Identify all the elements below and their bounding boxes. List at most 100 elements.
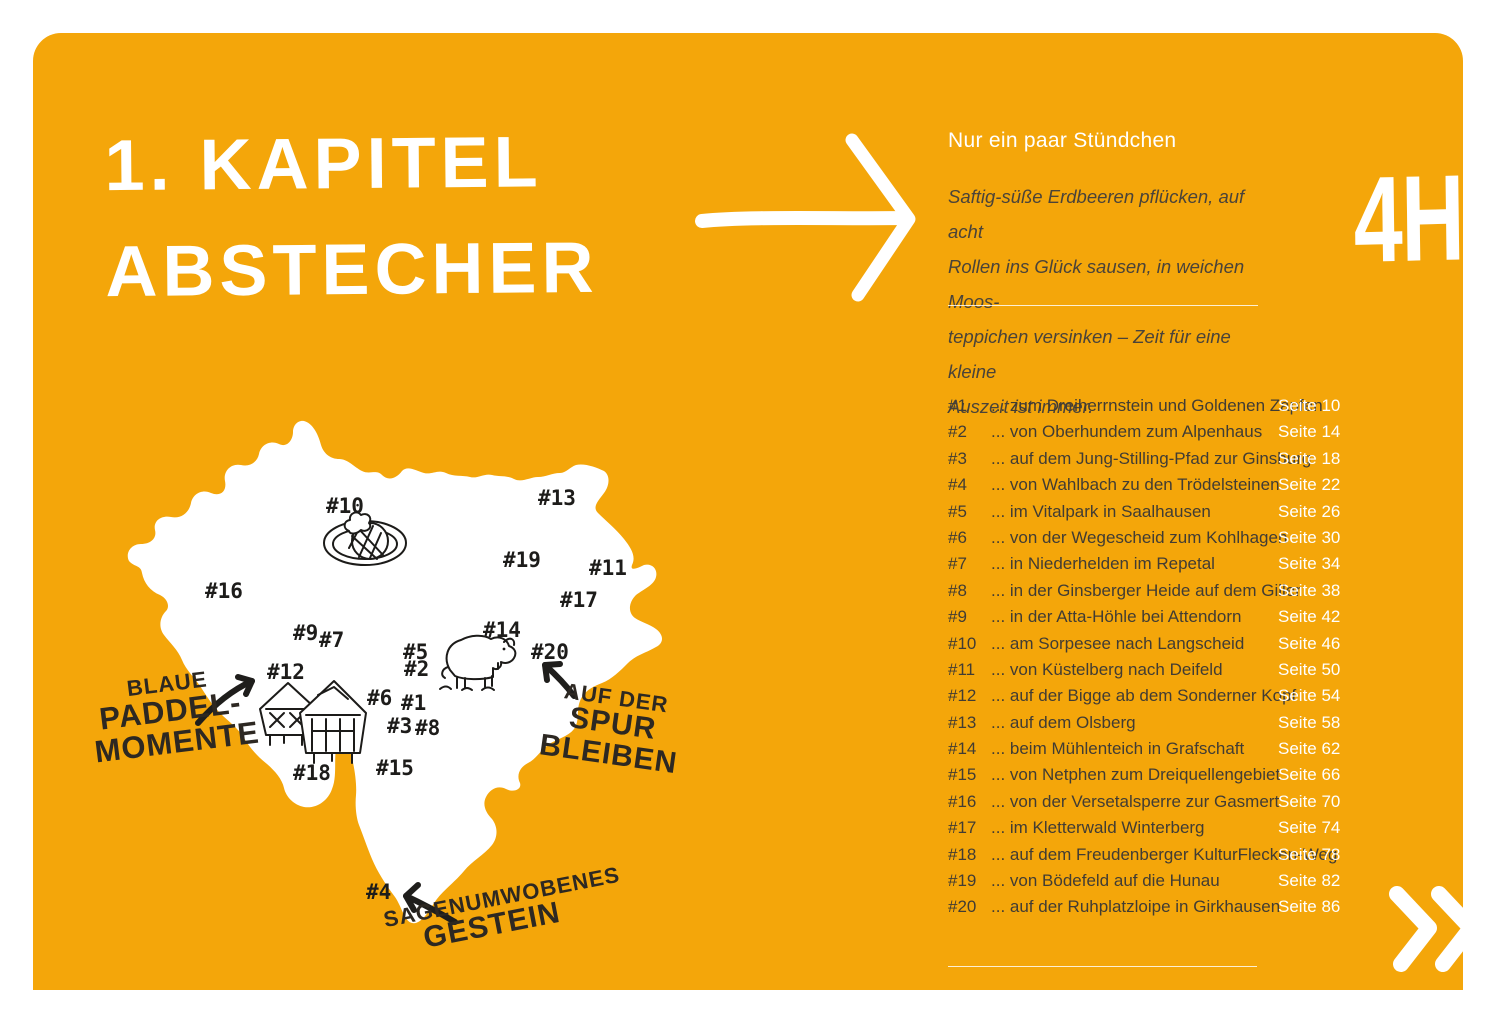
toc-number: #4 xyxy=(948,475,967,495)
toc-number: #18 xyxy=(948,844,977,864)
toc-page: Seite 74 xyxy=(1278,818,1341,838)
title-line-1: 1. KAPITEL xyxy=(104,122,543,207)
map-marker: #14 xyxy=(483,618,521,642)
map-marker: #7 xyxy=(319,628,344,652)
toc-row[interactable]: #6 ... von der Wegescheid zum Kohlhagen … xyxy=(948,525,1348,551)
divider-top xyxy=(948,305,1258,306)
annotation-arrow-paddel xyxy=(195,674,255,726)
toc-title: ... in Niederhelden im Repetal xyxy=(991,554,1215,574)
toc-page: Seite 22 xyxy=(1278,475,1341,495)
toc-title: ... beim Mühlenteich in Grafschaft xyxy=(991,739,1245,759)
toc-title: ... auf dem Olsberg xyxy=(991,712,1136,732)
toc-number: #13 xyxy=(948,712,977,732)
toc-title: ... im Vitalpark in Saalhausen xyxy=(991,501,1211,521)
toc-page: Seite 46 xyxy=(1278,633,1341,653)
map-marker: #11 xyxy=(589,556,627,580)
toc-row[interactable]: #14 ... beim Mühlenteich in Grafschaft S… xyxy=(948,736,1348,762)
map-marker: #16 xyxy=(205,579,243,603)
toc-page: Seite 50 xyxy=(1278,659,1341,679)
toc-row[interactable]: #1 ... zum Dreiherrnstein und Goldenen Z… xyxy=(948,393,1348,419)
toc-number: #1 xyxy=(948,396,967,415)
map-marker: #5 xyxy=(403,640,428,664)
toc-page: Seite 86 xyxy=(1278,897,1341,917)
map-marker: #8 xyxy=(415,716,440,740)
toc-row[interactable]: #9 ... in der Atta-Höhle bei Attendorn S… xyxy=(948,604,1348,630)
toc-number: #19 xyxy=(948,871,977,891)
double-chevron-right-icon[interactable] xyxy=(1389,885,1485,975)
toc-number: #11 xyxy=(948,659,976,679)
toc-number: #6 xyxy=(948,527,967,547)
toc-row[interactable]: #19 ... von Bödefeld auf die Hunau Seite… xyxy=(948,868,1348,894)
annotation-arrow-spur xyxy=(542,661,577,699)
toc-title: ... von der Wegescheid zum Kohlhagen xyxy=(991,527,1288,547)
toc-row[interactable]: #16 ... von der Versetalsperre zur Gasme… xyxy=(948,789,1348,815)
arrow-right-icon xyxy=(695,133,916,302)
toc-title: ... auf dem Jung-Stilling-Pfad zur Ginsb… xyxy=(991,448,1312,468)
toc-page: Seite 10 xyxy=(1278,396,1341,415)
toc-row[interactable]: #17 ... im Kletterwald Winterberg Seite … xyxy=(948,815,1348,841)
toc-title: ... in der Ginsberger Heide auf dem Gill… xyxy=(991,580,1301,600)
waffle-plate-icon xyxy=(323,511,407,566)
toc-title: ... auf der Ruhplatzloipe in Girkhausen xyxy=(991,897,1281,917)
toc-number: #14 xyxy=(948,739,977,759)
map-marker: #10 xyxy=(326,494,364,518)
toc-title: ... in der Atta-Höhle bei Attendorn xyxy=(991,607,1242,627)
toc-number: #20 xyxy=(948,897,977,917)
toc-page: Seite 34 xyxy=(1278,554,1341,574)
toc-title: ... von Küstelberg nach Deifeld xyxy=(991,659,1223,679)
toc-title: ... von der Versetalsperre zur Gasmert xyxy=(991,791,1280,811)
half-timbered-houses-icon xyxy=(259,680,367,764)
toc-row[interactable]: #2 ... von Oberhundem zum Alpenhaus Seit… xyxy=(948,419,1348,445)
toc-page: Seite 54 xyxy=(1278,686,1341,706)
toc-number: #15 xyxy=(948,765,977,785)
toc-title: ... auf der Bigge ab dem Sonderner Kopf xyxy=(991,686,1297,706)
toc-number: #12 xyxy=(948,686,977,706)
toc-row[interactable]: #13 ... auf dem Olsberg Seite 58 xyxy=(948,710,1348,736)
annotation-paddel: BLAUE PADDEL- MOMENTE xyxy=(86,664,261,769)
toc-number: #17 xyxy=(948,818,977,838)
map-shape xyxy=(127,420,663,924)
duration-badge: 4H xyxy=(1352,149,1465,288)
map-marker: #18 xyxy=(293,761,331,785)
toc-row[interactable]: #15 ... von Netphen zum Dreiquellengebie… xyxy=(948,762,1348,788)
section-heading: Nur ein paar Stündchen xyxy=(948,129,1177,152)
toc-title: ... von Oberhundem zum Alpenhaus xyxy=(991,422,1263,442)
toc-page: Seite 14 xyxy=(1278,422,1341,442)
toc-row[interactable]: #11 ... von Küstelberg nach Deifeld Seit… xyxy=(948,657,1348,683)
chapter-title: 1. KAPITEL ABSTECHER xyxy=(104,109,599,325)
toc-title: ... am Sorpesee nach Langscheid xyxy=(991,633,1245,653)
toc-row[interactable]: #7 ... in Niederhelden im Repetal Seite … xyxy=(948,551,1348,577)
toc-row[interactable]: #10 ... am Sorpesee nach Langscheid Seit… xyxy=(948,631,1348,657)
toc-row[interactable]: #18 ... auf dem Freudenberger KulturFlec… xyxy=(948,842,1348,868)
toc-row[interactable]: #5 ... im Vitalpark in Saalhausen Seite … xyxy=(948,499,1348,525)
toc-page: Seite 26 xyxy=(1278,501,1341,521)
map-marker: #12 xyxy=(267,660,305,684)
toc-row[interactable]: #8 ... in der Ginsberger Heide auf dem G… xyxy=(948,578,1348,604)
toc-page: Seite 30 xyxy=(1278,527,1341,547)
map-markers: #1 #2 #3 #4 #5 #6 #7 #8 #9 #10 #11 #12 #13 #14 #15 #16 #… xyxy=(205,486,627,904)
toc-row[interactable]: #3 ... auf dem Jung-Stilling-Pfad zur Gi… xyxy=(948,446,1348,472)
map-marker: #2 xyxy=(404,657,429,681)
toc-row[interactable]: #20 ... auf der Ruhplatzloipe in Girkhau… xyxy=(948,894,1348,920)
map-marker: #4 xyxy=(366,880,391,904)
toc-title: ... auf dem Freudenberger KulturFlecken-… xyxy=(991,844,1338,864)
toc-title: ... von Bödefeld auf die Hunau xyxy=(991,871,1220,891)
map-marker: #15 xyxy=(376,756,414,780)
toc-page: Seite 38 xyxy=(1278,580,1341,600)
divider-bottom xyxy=(948,966,1257,967)
map-marker: #19 xyxy=(503,548,541,572)
toc-number: #3 xyxy=(948,448,967,468)
toc-row[interactable]: #4 ... von Wahlbach zu den Trödelsteinen… xyxy=(948,472,1348,498)
toc-number: #9 xyxy=(948,607,967,627)
toc-row[interactable]: #12 ... auf der Bigge ab dem Sonderner K… xyxy=(948,683,1348,709)
toc-page: Seite 66 xyxy=(1278,765,1341,785)
toc-number: #16 xyxy=(948,791,977,811)
bison-icon xyxy=(439,634,517,691)
toc-page: Seite 70 xyxy=(1278,791,1341,811)
map-marker: #3 xyxy=(387,714,412,738)
toc-title: ... von Netphen zum Dreiquellengebiet xyxy=(991,765,1281,785)
map-marker: #9 xyxy=(293,621,318,645)
intro-paragraph: Saftig-süße Erdbeeren pflücken, auf acht… xyxy=(948,186,1245,417)
toc-number: #7 xyxy=(948,554,967,574)
